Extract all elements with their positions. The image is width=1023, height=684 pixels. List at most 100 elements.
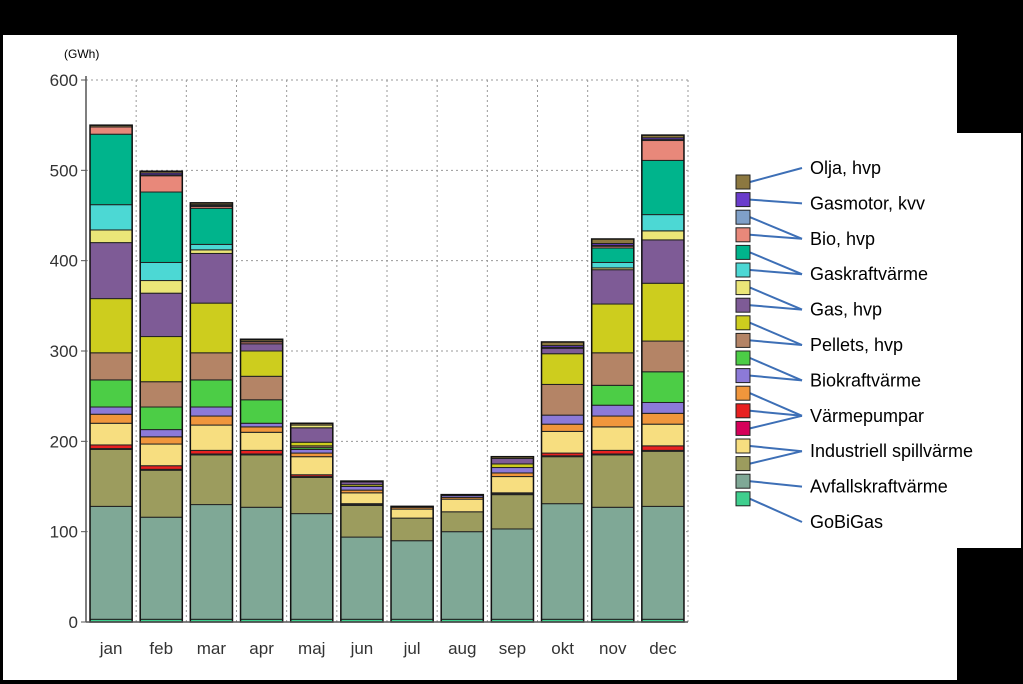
y-tick-label: 300 (50, 342, 78, 361)
legend-connector (749, 339, 803, 346)
x-tick-label: maj (298, 639, 325, 658)
legend-swatch (735, 403, 751, 419)
legend-connector (749, 216, 803, 240)
bar-stack-dec (641, 134, 685, 623)
y-tick-label: 400 (50, 252, 78, 271)
x-tick-label: feb (149, 639, 173, 658)
legend-swatch (735, 350, 751, 366)
bar-segment (641, 140, 685, 161)
y-tick-label: 500 (50, 161, 78, 180)
x-tick-label: okt (551, 639, 574, 658)
bar-segment (139, 261, 183, 282)
legend-connector (749, 198, 803, 205)
bar-stack-feb (139, 170, 184, 623)
bar-segment (139, 191, 183, 263)
legend-label: Värmepumpar (810, 406, 924, 426)
y-unit-label: (GWh) (64, 47, 99, 61)
legend-connector (749, 445, 803, 453)
bar-segment (591, 449, 635, 455)
bar-stack-maj (289, 422, 334, 623)
bar-segment (641, 214, 685, 232)
bar-segment (591, 384, 635, 406)
bar-segment (189, 249, 233, 254)
bar-segment (139, 443, 183, 467)
bar-segment (139, 436, 183, 445)
bar-segment (641, 412, 685, 425)
bar-segment (139, 336, 183, 383)
bar-segment (290, 452, 334, 458)
bar-segment (89, 126, 133, 135)
bar-segment (541, 423, 585, 432)
legend-connector (749, 374, 803, 382)
legend-swatch (735, 262, 751, 278)
bar-segment (240, 506, 284, 620)
bar-segment (641, 401, 685, 414)
bar-stack-mar (189, 202, 234, 623)
bar-segment (591, 415, 635, 428)
legend-connector (749, 251, 803, 276)
bar-segment (89, 229, 133, 244)
legend-connector (749, 480, 803, 488)
bar-segment (189, 406, 233, 417)
bar-segment (139, 469, 183, 518)
x-tick-label: jul (403, 639, 421, 658)
bar-segment (591, 506, 635, 620)
bar-segment (591, 303, 635, 354)
bar-segment (189, 352, 233, 381)
legend-swatch (735, 227, 751, 243)
bar-segment (390, 540, 434, 620)
legend-connector (749, 321, 803, 346)
bar-segment (290, 441, 334, 447)
legend-swatch (735, 332, 751, 348)
legend-connector (749, 304, 803, 311)
legend-connector (749, 269, 803, 276)
bar-segment (89, 422, 133, 446)
x-tick-label: jan (99, 639, 123, 658)
bar-segment (240, 399, 284, 424)
legend-connector (749, 233, 803, 240)
bar-segment (440, 531, 484, 620)
bar-segment (189, 302, 233, 354)
bar-segment (591, 261, 635, 269)
bar-segment (390, 517, 434, 542)
bar-segment (240, 449, 284, 455)
legend-swatch (735, 174, 751, 190)
bar-segment (490, 528, 534, 620)
bar-segment (641, 450, 685, 507)
legend-label: GoBiGas (810, 512, 883, 532)
x-tick-label: mar (197, 639, 227, 658)
legend-label: Gasmotor, kvv (810, 193, 925, 213)
grid-lines (86, 79, 689, 622)
bar-stack-jan (89, 124, 133, 623)
legend-swatch (735, 473, 751, 489)
bar-segment (240, 375, 284, 401)
bar-segment (641, 282, 685, 342)
bar-segment (139, 175, 183, 193)
bar-segment (591, 454, 635, 508)
bar-segment (641, 230, 685, 241)
y-tick-label: 200 (50, 432, 78, 451)
bar-segment (89, 406, 133, 415)
bar-stack-apr (239, 338, 284, 623)
bar-segment (240, 422, 284, 428)
legend-connector (749, 497, 803, 523)
x-tick-label: sep (499, 639, 526, 658)
bar-stack-nov (590, 238, 635, 623)
bar-segment (189, 504, 233, 620)
bar-segment (89, 242, 133, 300)
bar-segment (340, 504, 384, 538)
legend-swatch (735, 280, 751, 296)
legend-connector (749, 450, 803, 465)
bar-segment (541, 503, 585, 620)
bar-segment (641, 423, 685, 447)
bar-segment (290, 476, 334, 515)
bar-segment (591, 247, 635, 263)
legend-swatch (735, 315, 751, 331)
x-tick-label: nov (599, 639, 627, 658)
x-tick-label: jun (350, 639, 374, 658)
legend-label: Avfallskraftvärme (810, 477, 948, 497)
bar-segment (139, 292, 183, 338)
bar-segment (139, 465, 183, 470)
bar-segment (189, 415, 233, 426)
